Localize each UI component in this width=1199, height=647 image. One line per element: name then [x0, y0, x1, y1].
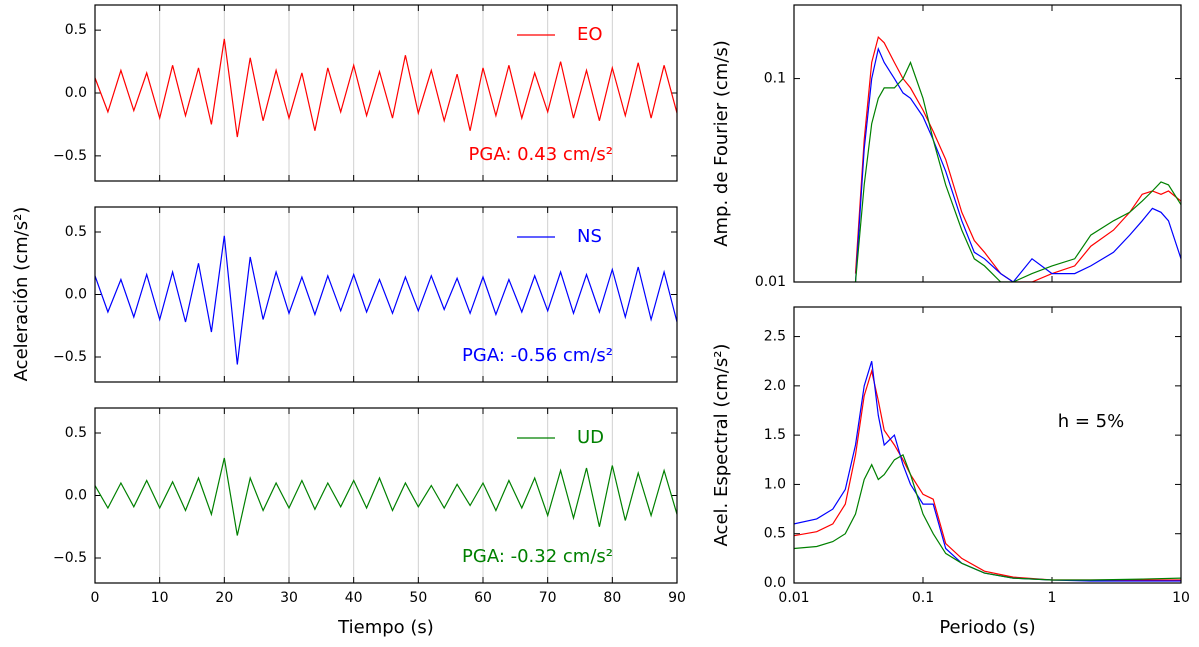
y-tick-label: 0.5: [65, 425, 87, 441]
axes-frame: [793, 306, 1182, 584]
y-tick-label: 0.1: [764, 71, 786, 87]
x-tick-label: 20: [215, 590, 233, 606]
series-line: [854, 46, 1181, 282]
y-tick-label: 2.5: [764, 329, 786, 345]
y-axis-label: Acel. Espectral (cm/s²): [711, 344, 732, 547]
y-tick-label: 0.0: [65, 287, 87, 303]
y-axis-label: Aceleración (cm/s²): [11, 207, 32, 382]
legend-label: NS: [577, 226, 602, 247]
axes-frame: [94, 206, 678, 383]
panel: −0.5 0.0 0.5 EO PGA: 0.43 cm/s² Aceleración (…: [11, 4, 678, 382]
x-tick-label: 0.1: [912, 590, 934, 606]
x-axis-label: Tiempo (s): [337, 617, 434, 638]
y-axis-label: Amp. de Fourier (cm/s): [711, 40, 732, 247]
x-tick-label: 30: [280, 590, 298, 606]
annotation: PGA: -0.56 cm/s²: [462, 345, 613, 366]
series-line: [95, 235, 677, 365]
y-tick-label: −0.5: [53, 550, 87, 566]
axes-frame: [793, 4, 1182, 283]
x-tick-label: 0.01: [778, 590, 809, 606]
y-tick-label: 2.0: [764, 378, 786, 394]
y-tick-label: 1.5: [764, 427, 786, 443]
series-line: [95, 38, 677, 138]
y-tick-label: 0.0: [65, 85, 87, 101]
y-tick-label: 1.0: [764, 476, 786, 492]
x-tick-label: 50: [409, 590, 427, 606]
legend-label: EO: [577, 24, 603, 45]
panel: 0.01 0.1 Amp. de Fourier (cm/s): [711, 4, 1182, 290]
y-tick-label: 0.0: [764, 575, 786, 591]
legend-label: UD: [577, 427, 604, 448]
panel: −0.5 0.0 0.5 NS PGA: -0.56 cm/s²: [53, 206, 678, 383]
annotation: PGA: 0.43 cm/s²: [469, 144, 613, 165]
annotation: PGA: -0.32 cm/s²: [462, 546, 613, 567]
series-line: [95, 457, 677, 536]
axes-frame: [94, 407, 678, 584]
x-axis-label: Periodo (s): [939, 617, 1035, 638]
x-tick-label: 10: [151, 590, 169, 606]
y-tick-label: −0.5: [53, 148, 87, 164]
panel: 0 10 20 30 40 50 60 70 80 90 −0.5 0.0 0.5 UD PGA: -0.3…: [53, 407, 686, 638]
x-tick-label: 70: [539, 590, 557, 606]
x-tick-label: 0: [91, 590, 100, 606]
x-tick-label: 10: [1172, 590, 1190, 606]
y-tick-label: 0.5: [65, 22, 87, 38]
y-tick-label: 0.5: [65, 224, 87, 240]
x-tick-label: 40: [345, 590, 363, 606]
x-tick-label: 90: [668, 590, 686, 606]
x-tick-label: 60: [474, 590, 492, 606]
y-tick-label: 0.5: [764, 526, 786, 542]
series-line: [794, 368, 1181, 581]
series-line: [854, 60, 1181, 282]
panel: 0.01 0.1 1 10 0.0 0.5 1.0 1.5 2.0 2.5 h = 5% Period…: [711, 306, 1190, 638]
y-tick-label: 0.0: [65, 488, 87, 504]
annotation: h = 5%: [1058, 411, 1125, 432]
series-line: [854, 35, 1181, 282]
y-tick-label: −0.5: [53, 349, 87, 365]
series-line: [794, 454, 1181, 581]
axes-frame: [94, 4, 678, 182]
x-tick-label: 80: [603, 590, 621, 606]
y-tick-label: 0.01: [755, 274, 786, 290]
x-tick-label: 1: [1048, 590, 1057, 606]
